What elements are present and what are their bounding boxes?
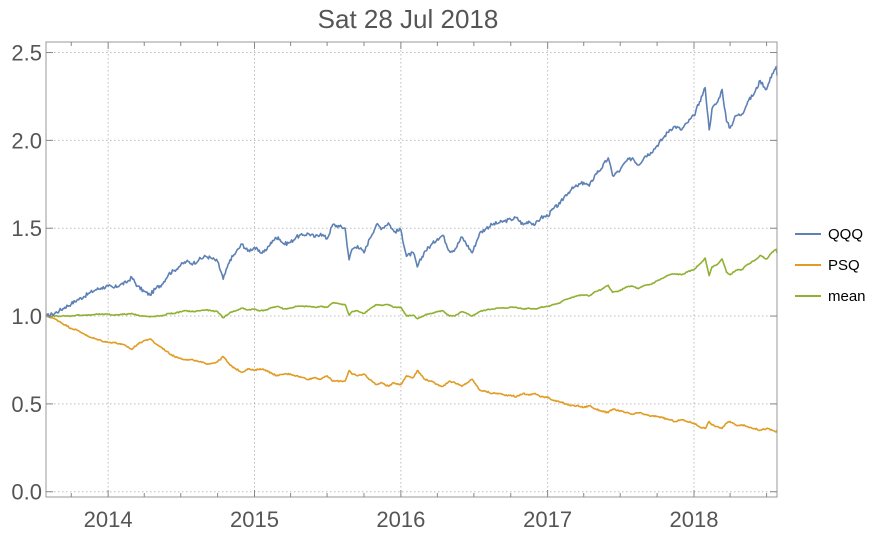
grid-lines (46, 42, 777, 497)
y-tick-label: 0.5 (11, 392, 42, 417)
x-tick-label: 2015 (230, 507, 279, 532)
series-line-mean (45, 248, 778, 320)
y-tick-label: 2.5 (11, 41, 42, 66)
axis-ticks: 0.0 0.5 1.0 1.5 2.0 2.5 2014 2015 2016 2017 2018 (11, 41, 777, 532)
series-lines (45, 65, 778, 433)
x-tick-label: 2014 (84, 507, 133, 532)
legend-label-mean: mean (828, 288, 866, 305)
y-tick-label: 2.0 (11, 128, 42, 153)
legend-label-psq: PSQ (828, 257, 860, 274)
x-tick-label: 2017 (523, 507, 572, 532)
y-tick-label: 1.5 (11, 216, 42, 241)
series-line-qqq (45, 65, 778, 318)
chart-title: Sat 28 Jul 2018 (318, 4, 499, 34)
legend: QQQ PSQ mean (795, 226, 866, 305)
series-line-psq (45, 314, 778, 433)
y-tick-label: 1.0 (11, 304, 42, 329)
x-tick-label: 2016 (376, 507, 425, 532)
legend-label-qqq: QQQ (828, 226, 863, 243)
x-tick-label: 2018 (670, 507, 719, 532)
y-tick-label: 0.0 (11, 480, 42, 505)
plot-frame (45, 41, 778, 498)
